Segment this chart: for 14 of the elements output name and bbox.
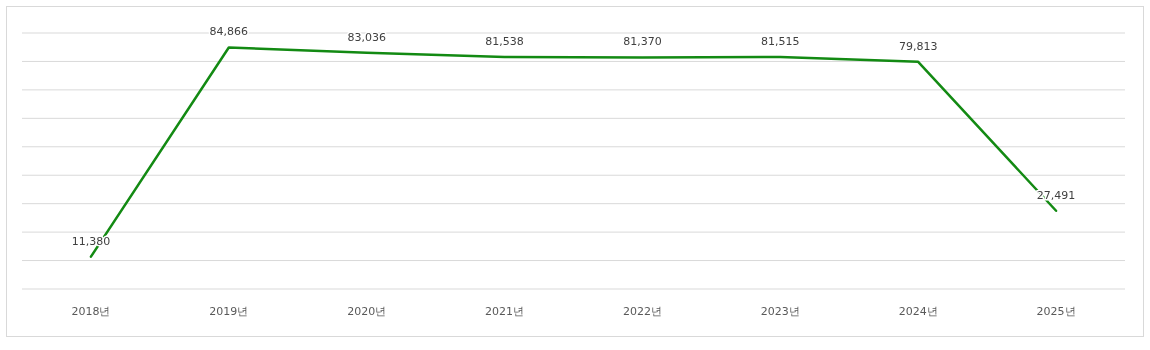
data-label: 81,538 (485, 34, 524, 48)
x-tick-label: 2024년 (898, 305, 938, 318)
data-label: 81,515 (761, 35, 800, 49)
x-tick-label: 2025년 (1036, 305, 1076, 318)
x-tick-label: 2022년 (622, 305, 662, 318)
x-tick-label: 2023년 (760, 305, 800, 318)
x-tick-label: 2018년 (71, 305, 111, 318)
x-tick-label: 2019년 (209, 305, 249, 318)
x-tick-label: 2020년 (347, 305, 387, 318)
data-label: 84,866 (209, 25, 249, 39)
data-label: 81,370 (623, 35, 662, 49)
data-label: 83,036 (347, 30, 386, 44)
x-tick-label: 2021년 (485, 305, 525, 318)
data-label: 79,813 (898, 39, 938, 53)
